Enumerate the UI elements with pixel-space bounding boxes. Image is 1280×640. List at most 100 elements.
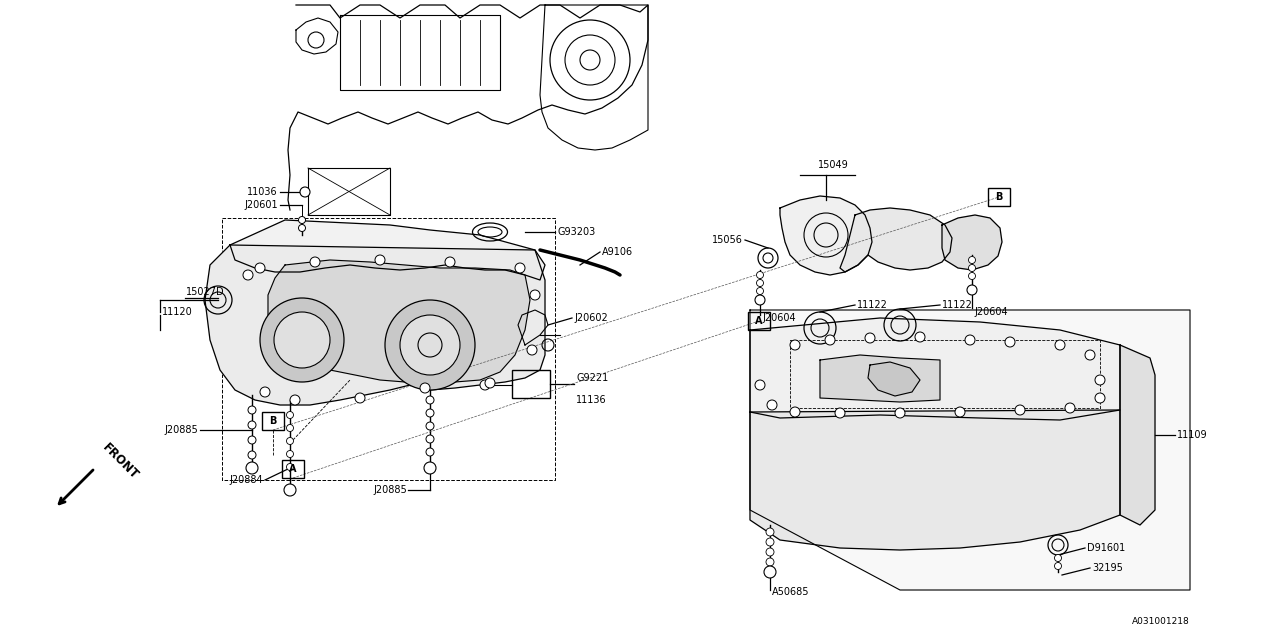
Text: 15049: 15049: [818, 160, 849, 170]
Circle shape: [765, 528, 774, 536]
Circle shape: [515, 263, 525, 273]
Circle shape: [248, 436, 256, 444]
Circle shape: [445, 257, 454, 267]
Polygon shape: [1120, 345, 1155, 525]
Circle shape: [765, 538, 774, 546]
Polygon shape: [750, 410, 1120, 550]
Text: 32195: 32195: [1092, 563, 1123, 573]
Circle shape: [790, 340, 800, 350]
Polygon shape: [268, 260, 530, 382]
Circle shape: [485, 378, 495, 388]
Circle shape: [895, 408, 905, 418]
Text: A9106: A9106: [602, 247, 634, 257]
Circle shape: [965, 335, 975, 345]
Circle shape: [248, 421, 256, 429]
Circle shape: [765, 548, 774, 556]
Text: J20885: J20885: [164, 425, 198, 435]
Circle shape: [426, 396, 434, 404]
Polygon shape: [205, 245, 545, 405]
Circle shape: [764, 566, 776, 578]
Text: 11122: 11122: [942, 300, 973, 310]
Circle shape: [255, 263, 265, 273]
Circle shape: [969, 273, 975, 280]
Circle shape: [284, 484, 296, 496]
Bar: [512, 370, 550, 398]
Text: B: B: [996, 192, 1002, 202]
Circle shape: [426, 448, 434, 456]
Circle shape: [527, 345, 538, 355]
Circle shape: [246, 462, 259, 474]
Circle shape: [1055, 340, 1065, 350]
Circle shape: [426, 422, 434, 430]
Bar: [988, 188, 1010, 206]
Text: 11120: 11120: [163, 307, 193, 317]
Text: 11036: 11036: [247, 187, 278, 197]
Circle shape: [248, 406, 256, 414]
Bar: [282, 460, 305, 478]
Circle shape: [300, 187, 310, 197]
Text: 11122: 11122: [858, 300, 888, 310]
Circle shape: [385, 300, 475, 390]
Circle shape: [1065, 403, 1075, 413]
Text: A031001218: A031001218: [1133, 618, 1190, 627]
Circle shape: [287, 438, 293, 445]
Circle shape: [260, 387, 270, 397]
Circle shape: [790, 407, 800, 417]
Circle shape: [420, 383, 430, 393]
Circle shape: [835, 408, 845, 418]
Circle shape: [767, 400, 777, 410]
Circle shape: [248, 451, 256, 459]
Circle shape: [826, 335, 835, 345]
Text: A50685: A50685: [772, 587, 809, 597]
Text: G93203: G93203: [557, 227, 595, 237]
Circle shape: [530, 290, 540, 300]
Circle shape: [274, 312, 330, 368]
Text: G9221: G9221: [576, 373, 608, 383]
Text: J20604: J20604: [762, 313, 796, 323]
Circle shape: [1015, 405, 1025, 415]
Circle shape: [755, 295, 765, 305]
Circle shape: [291, 395, 300, 405]
Text: J20602: J20602: [573, 313, 608, 323]
Circle shape: [310, 257, 320, 267]
Text: 15027D: 15027D: [186, 287, 224, 297]
Bar: [748, 312, 771, 330]
Circle shape: [426, 409, 434, 417]
Circle shape: [287, 424, 293, 431]
Circle shape: [756, 287, 763, 294]
Circle shape: [1055, 563, 1061, 570]
Bar: [262, 412, 284, 430]
Circle shape: [298, 225, 306, 232]
Polygon shape: [820, 355, 940, 402]
Circle shape: [375, 255, 385, 265]
Circle shape: [426, 435, 434, 443]
Circle shape: [969, 257, 975, 264]
Text: B: B: [269, 416, 276, 426]
Circle shape: [287, 463, 293, 470]
Circle shape: [765, 558, 774, 566]
Circle shape: [756, 280, 763, 287]
Circle shape: [298, 216, 306, 223]
Text: 15056: 15056: [712, 235, 742, 245]
Circle shape: [1094, 393, 1105, 403]
Circle shape: [915, 332, 925, 342]
Circle shape: [401, 315, 460, 375]
Polygon shape: [750, 318, 1120, 420]
Polygon shape: [840, 208, 952, 272]
Text: J20604: J20604: [974, 307, 1007, 317]
Text: FRONT: FRONT: [100, 442, 141, 483]
Polygon shape: [230, 220, 545, 280]
Text: J20884: J20884: [229, 475, 262, 485]
Circle shape: [966, 285, 977, 295]
Text: A: A: [289, 464, 297, 474]
Text: J20885: J20885: [374, 485, 407, 495]
Circle shape: [355, 393, 365, 403]
Polygon shape: [868, 362, 920, 396]
Circle shape: [955, 407, 965, 417]
Circle shape: [756, 271, 763, 278]
Polygon shape: [750, 310, 1190, 590]
Circle shape: [287, 412, 293, 419]
Polygon shape: [942, 215, 1002, 270]
Circle shape: [424, 462, 436, 474]
Circle shape: [260, 298, 344, 382]
